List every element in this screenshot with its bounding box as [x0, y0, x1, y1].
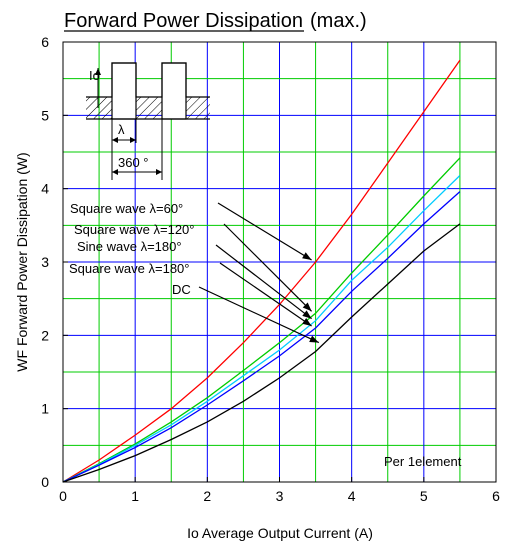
y-tick-label: 6	[41, 34, 49, 50]
x-tick-label: 4	[348, 488, 356, 504]
y-tick-label: 3	[41, 254, 49, 270]
inset-period-arrowhead-right	[156, 169, 162, 175]
inset-lambda-arrowhead-left	[112, 137, 118, 143]
inset-waveform-diagram: Io λ 360 °	[86, 62, 210, 180]
series-arrow-1	[223, 223, 313, 312]
chart-title: Forward Power Dissipation	[64, 10, 303, 32]
inset-io-arrowhead	[95, 68, 101, 75]
series-line-1	[62, 157, 461, 483]
inset-hatch-band	[86, 97, 210, 119]
x-tick-label: 1	[131, 488, 139, 504]
series-lines	[62, 59, 461, 483]
series-arrow-3	[219, 262, 312, 327]
series-line-2	[62, 175, 461, 483]
series-label-2: Sine wave λ=180°	[77, 239, 182, 254]
y-tick-label: 2	[41, 327, 49, 343]
series-arrowhead-0	[302, 252, 312, 260]
axis-ticks: 0 1 2 3 4 5 6 0 1 2 3 4 5 6	[41, 34, 500, 504]
x-tick-label: 3	[276, 488, 284, 504]
inset-pulse-1	[111, 62, 137, 120]
x-tick-label: 5	[420, 488, 428, 504]
inset-pulse-2	[161, 62, 187, 120]
series-arrow-2	[215, 244, 312, 320]
series-arrowhead-1	[302, 302, 312, 312]
y-tick-label: 0	[41, 474, 49, 490]
y-tick-label: 5	[41, 107, 49, 123]
x-tick-label: 2	[203, 488, 211, 504]
series-label-3: Square wave λ=180°	[69, 261, 189, 276]
series-line-4	[62, 223, 461, 483]
series-label-4: DC	[172, 282, 191, 297]
inset-io-label: Io	[89, 68, 100, 83]
series-arrow-4	[198, 286, 320, 344]
series-arrowhead-2	[302, 310, 312, 319]
y-tick-label: 4	[41, 181, 49, 197]
series-line-0	[62, 59, 461, 483]
series-label-1: Square wave λ=120°	[74, 222, 194, 237]
inset-period-label: 360 °	[118, 155, 149, 170]
series-annotations: Square wave λ=60° Square wave λ=120° Sine …	[69, 201, 320, 344]
inset-period-arrowhead-left	[112, 169, 118, 175]
chart-title-suffix: (max.)	[310, 10, 367, 32]
series-line-3	[62, 191, 461, 483]
inset-waveform	[86, 62, 210, 98]
x-axis-label: Io Average Output Current (A)	[187, 525, 373, 541]
y-axis-label: WF Forward Power Dissipation (W)	[14, 152, 30, 371]
series-arrowhead-4	[309, 335, 319, 343]
series-arrowhead-3	[302, 318, 312, 326]
x-tick-label: 0	[59, 488, 67, 504]
series-label-0: Square wave λ=60°	[70, 201, 183, 216]
inset-lambda-label: λ	[118, 122, 125, 137]
y-tick-label: 1	[41, 401, 49, 417]
inset-lambda-arrowhead-right	[130, 137, 136, 143]
note-label: Per 1element	[384, 454, 462, 469]
series-arrow-0	[217, 202, 312, 261]
x-tick-label: 6	[492, 488, 500, 504]
